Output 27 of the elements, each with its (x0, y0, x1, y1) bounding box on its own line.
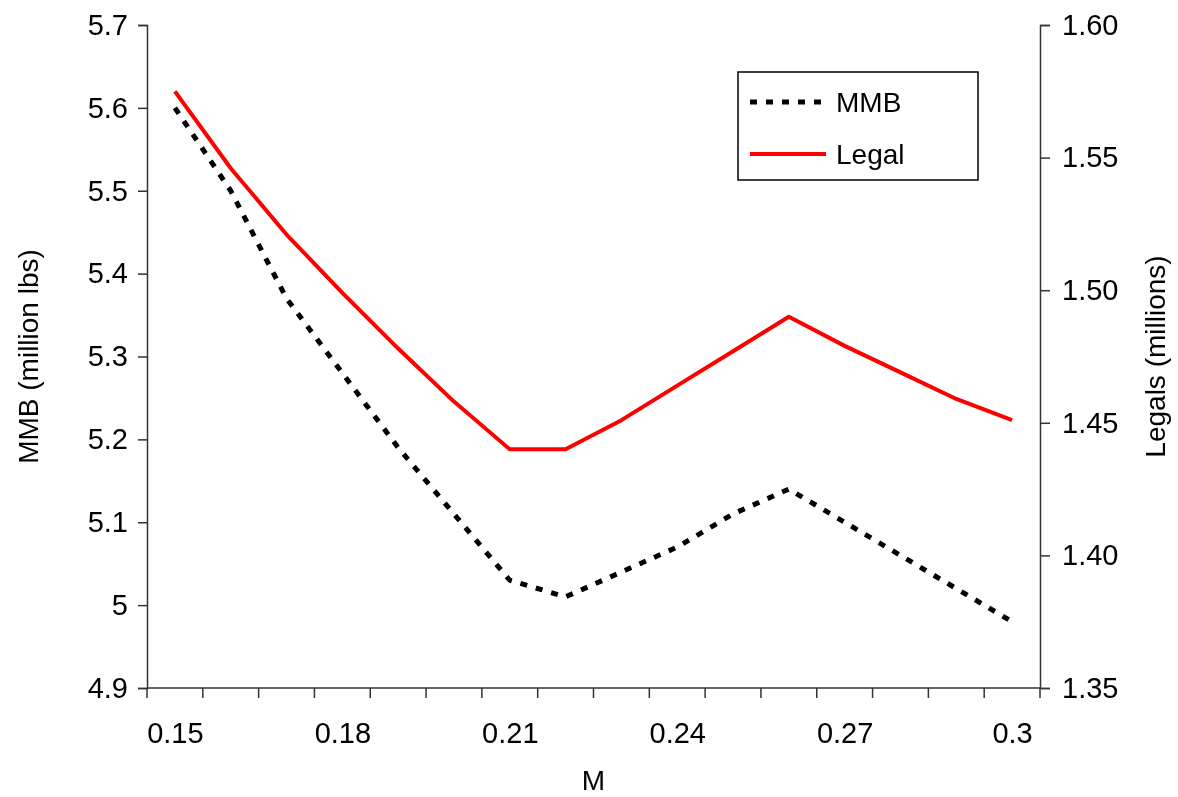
y2-tick-label: 1.60 (1062, 8, 1119, 41)
x-tick-label: 0.3 (992, 716, 1033, 749)
y2-tick-label: 1.50 (1062, 273, 1119, 306)
y2-tick-label: 1.55 (1062, 141, 1119, 174)
x-tick-label: 0.27 (816, 716, 874, 749)
y2-tick-label: 1.45 (1062, 406, 1119, 439)
y-tick-label: 5.5 (87, 174, 128, 207)
x-tick-label: 0.21 (482, 716, 539, 749)
y-axis-title: MMB (million lbs) (13, 249, 44, 464)
x-tick-label: 0.24 (649, 716, 706, 749)
x-tick-label: 0.15 (147, 716, 204, 749)
y2-axis-title: Legals (millions) (1140, 255, 1171, 458)
y-tick-label: 5.7 (87, 8, 128, 41)
y-tick-label: 5.6 (87, 91, 128, 124)
y2-tick-label: 1.35 (1062, 671, 1119, 704)
y-tick-label: 4.9 (87, 671, 128, 704)
y-tick-label: 5 (111, 588, 128, 621)
x-tick-label: 0.18 (314, 716, 372, 749)
x-axis-title: M (581, 765, 606, 796)
y-tick-label: 5.1 (87, 506, 128, 539)
y-tick-label: 5.2 (87, 423, 128, 456)
y-tick-label: 5.3 (87, 340, 128, 373)
legend-label: Legal (836, 139, 905, 170)
line-series (172, 89, 1015, 452)
y2-tick-label: 1.40 (1062, 539, 1119, 572)
legend-label: MMB (836, 87, 902, 118)
y-tick-label: 5.4 (87, 257, 128, 290)
